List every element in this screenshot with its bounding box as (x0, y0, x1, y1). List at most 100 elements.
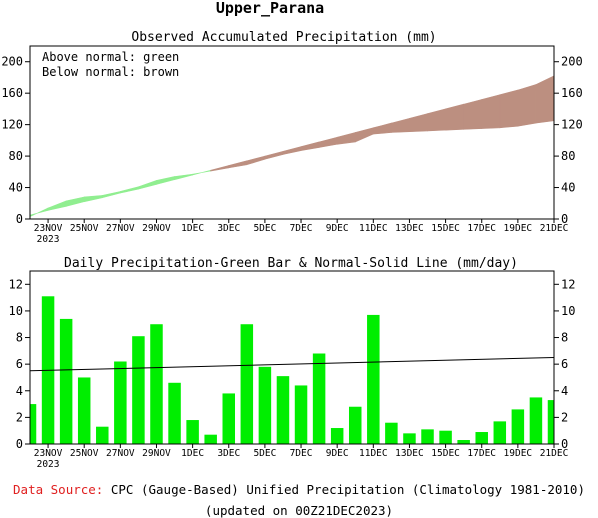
above-normal-segment (192, 169, 211, 176)
daily-bar (168, 382, 181, 444)
acc-ylabel-right: 120 (561, 118, 583, 132)
daily-ylabel-left: 0 (16, 437, 23, 451)
data-source-line: Data Source: CPC (Gauge-Based) Unified P… (0, 482, 598, 497)
daily-bar (186, 420, 199, 444)
above-normal-segment (156, 176, 175, 185)
daily-ylabel-left: 4 (16, 384, 23, 398)
acc-ylabel-right: 0 (561, 212, 568, 226)
daily-bar (258, 366, 272, 444)
acc-xlabel: 5DEC (253, 223, 276, 234)
acc-ylabel-left: 0 (16, 212, 23, 226)
accumulated-fill-layer (29, 75, 555, 218)
daily-bar (511, 409, 525, 444)
daily-bar (114, 361, 127, 444)
figure-title: Upper_Parana (216, 0, 324, 17)
legend-above: Above normal: green (42, 50, 179, 64)
daily-bar (276, 376, 290, 444)
below-normal-segment (463, 99, 483, 130)
below-normal-segment (481, 94, 501, 129)
below-normal-segment (499, 89, 519, 129)
daily-bar (96, 426, 109, 444)
above-normal-segment (29, 207, 49, 218)
legend-below: Below normal: brown (42, 65, 179, 79)
above-normal-segment (47, 200, 67, 211)
acc-xlabel: 29NOV (142, 223, 171, 234)
daily-bar (421, 429, 434, 444)
acc-ylabel-left: 120 (1, 118, 23, 132)
daily-xlabel: 21DEC (540, 448, 569, 459)
daily-xlabel: 19DEC (504, 448, 533, 459)
above-normal-segment (65, 196, 85, 207)
daily-bar (222, 393, 236, 444)
daily-normal-layer (29, 357, 555, 372)
daily-ylabel-right: 12 (561, 277, 575, 291)
daily-ylabel-left: 8 (16, 331, 23, 345)
daily-ylabel-right: 6 (561, 357, 568, 371)
accumulated-axes: 0 0 40 40 80 80 120 120 160 160 200 200 23NOV 25NOV 27… (1, 55, 582, 245)
daily-xlabel: 5DEC (253, 448, 276, 459)
daily-bar (367, 314, 380, 444)
above-normal-segment (120, 186, 139, 194)
below-normal-segment (391, 117, 410, 133)
below-normal-segment (246, 155, 266, 166)
acc-year-label: 2023 (37, 234, 60, 245)
acc-xlabel: 19DEC (504, 223, 533, 234)
daily-bar (529, 397, 543, 444)
below-normal-segment (373, 122, 392, 135)
below-normal-segment (336, 132, 356, 145)
daily-ylabel-left: 10 (9, 304, 23, 318)
below-normal-segment (427, 108, 446, 132)
accumulated-chart: Observed Accumulated Precipitation (mm) … (1, 30, 582, 245)
acc-ylabel-right: 40 (561, 181, 575, 195)
daily-bar (547, 400, 554, 444)
above-normal-segment (138, 180, 157, 190)
acc-xlabel: 1DEC (181, 223, 204, 234)
daily-bar (77, 377, 91, 444)
daily-bar (457, 440, 470, 444)
acc-xlabel: 21DEC (540, 223, 569, 234)
daily-axes: 0 0 2 2 4 4 6 6 8 8 10 10 12 12 23NOV 25NOV 27NOV 29NOV 1D… (9, 277, 576, 470)
below-normal-segment (228, 160, 248, 169)
daily-ylabel-left: 2 (16, 410, 23, 424)
daily-bar (59, 318, 73, 444)
daily-bar (348, 406, 362, 444)
daily-xlabel: 3DEC (217, 448, 240, 459)
daily-bar (330, 428, 344, 444)
acc-ylabel-right: 160 (561, 86, 583, 100)
acc-ylabel-right: 200 (561, 55, 583, 69)
acc-ylabel-left: 40 (9, 181, 23, 195)
daily-bar (240, 324, 254, 444)
below-normal-segment (445, 103, 464, 131)
above-normal-segment (83, 195, 103, 203)
daily-year-label: 2023 (37, 459, 60, 470)
acc-xlabel: 15DEC (431, 223, 460, 234)
daily-bar (204, 434, 217, 444)
updated-line: (updated on 00Z21DEC2023) (204, 503, 394, 518)
acc-xlabel: 23NOV (34, 223, 63, 234)
daily-bar (312, 353, 326, 444)
acc-ylabel-left: 160 (1, 86, 23, 100)
daily-ylabel-right: 2 (561, 410, 568, 424)
below-normal-segment (517, 84, 537, 127)
below-normal-segment (535, 75, 555, 124)
below-normal-segment (264, 150, 284, 160)
acc-xlabel: 13DEC (395, 223, 424, 234)
accumulated-chart-title: Observed Accumulated Precipitation (mm) (131, 30, 436, 45)
acc-xlabel: 25NOV (70, 223, 99, 234)
daily-xlabel: 13DEC (395, 448, 424, 459)
daily-ylabel-right: 8 (561, 331, 568, 345)
daily-xlabel: 23NOV (34, 448, 63, 459)
daily-bar (132, 336, 145, 444)
data-source-label: Data Source: (13, 482, 104, 497)
daily-plot-frame (29, 270, 555, 445)
daily-ylabel-right: 0 (561, 437, 568, 451)
daily-bar (475, 432, 488, 444)
daily-ylabel-left: 12 (9, 277, 23, 291)
above-normal-segment (101, 191, 121, 199)
daily-xlabel: 15DEC (431, 448, 460, 459)
below-normal-segment (282, 146, 302, 155)
daily-bars-layer (30, 296, 554, 444)
daily-bar (150, 324, 163, 444)
acc-ylabel-right: 80 (561, 149, 575, 163)
